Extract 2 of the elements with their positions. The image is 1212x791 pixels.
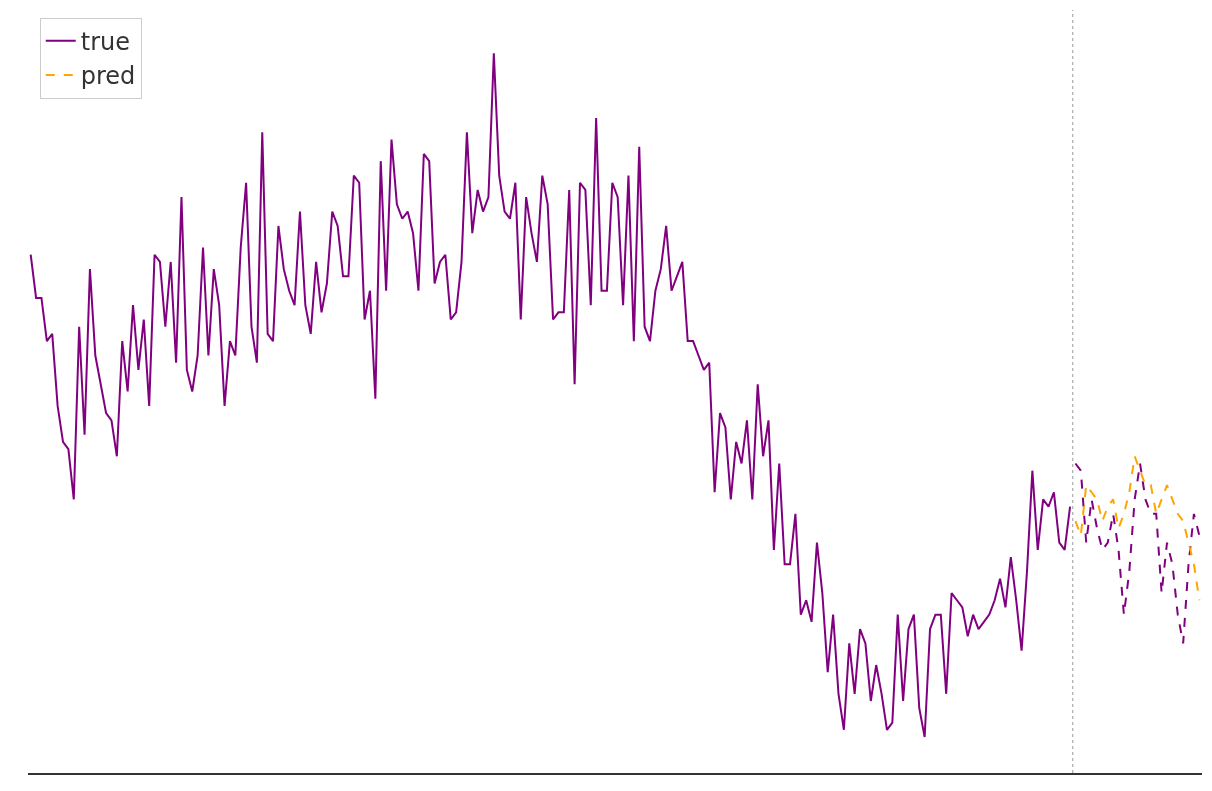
legend-label: true (80, 28, 131, 57)
legend-label: pred (80, 62, 136, 91)
